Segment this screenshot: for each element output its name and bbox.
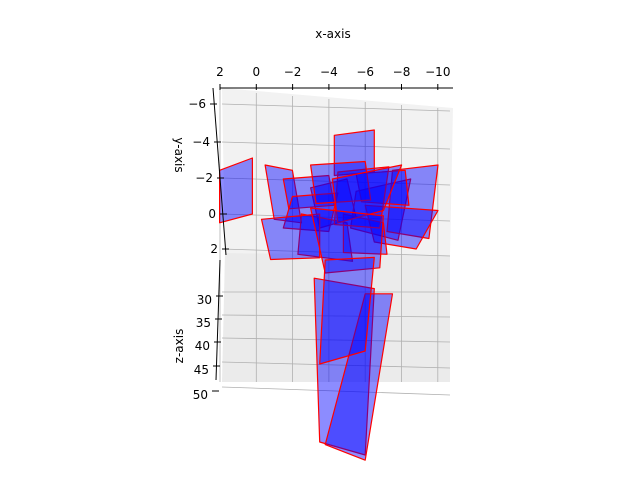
- z-tick-label: 30: [197, 293, 212, 307]
- y-axis-label: y-axis: [172, 137, 186, 172]
- x-axis-ticks: 2 0 −2 −4 −6 −8 −10: [216, 65, 450, 90]
- y-tick-label: −4: [192, 135, 210, 149]
- polygon-0: [333, 129, 375, 177]
- z-axis-ticks: 30 35 40 45 50: [193, 293, 223, 402]
- x-tick-label: 2: [216, 65, 224, 79]
- z-axis-label: z-axis: [172, 329, 186, 364]
- polygon-15: [331, 164, 403, 224]
- polygon-19: [319, 256, 375, 365]
- polygon-4: [386, 164, 439, 240]
- grid-line-z: [221, 386, 451, 396]
- polygon-12: [260, 213, 321, 261]
- polygon-1: [219, 157, 253, 224]
- polygon-9: [297, 213, 354, 262]
- y-tick-label: −2: [195, 171, 213, 185]
- polygon-18: [324, 293, 394, 461]
- polygon-collection: [219, 129, 439, 461]
- z-axis-line: [215, 259, 221, 381]
- polygon-6: [282, 174, 335, 210]
- z-tick-label: 40: [195, 339, 210, 353]
- x-tick-label: −10: [425, 65, 450, 79]
- y-tick-label: 0: [208, 207, 216, 221]
- grid-line-y: [221, 213, 451, 222]
- x-tick-label: 0: [252, 65, 260, 79]
- polygon-14: [310, 160, 372, 205]
- polygon-16: [310, 207, 384, 274]
- grid-line-z: [221, 314, 451, 318]
- grid-line-z: [221, 361, 451, 369]
- z-tick-label: 45: [194, 363, 209, 377]
- y-tick-label: −6: [188, 97, 206, 111]
- x-tick-label: −4: [320, 65, 338, 79]
- y-axis-ticks: −6 −4 −2 0 2: [188, 97, 229, 256]
- x-tick-label: −6: [356, 65, 374, 79]
- x-tick-label: −2: [284, 65, 302, 79]
- y-axis-line: [212, 87, 227, 256]
- polygon-17: [313, 277, 375, 456]
- axis-panes: [222, 88, 453, 382]
- axes: [212, 87, 453, 381]
- back-pane: [222, 88, 453, 255]
- y-tick-label: 2: [210, 242, 218, 256]
- x-tick-label: −8: [393, 65, 411, 79]
- z-tick-label: 50: [193, 388, 208, 402]
- x-axis-label: x-axis: [315, 27, 350, 41]
- polygon-10: [342, 213, 388, 255]
- grid-line-y: [221, 141, 451, 150]
- grid-line-y: [221, 103, 451, 112]
- grid-line-z: [221, 337, 451, 343]
- z-tick-label: 35: [196, 316, 211, 330]
- floor-pane: [222, 253, 450, 382]
- grid-line-y: [221, 248, 451, 257]
